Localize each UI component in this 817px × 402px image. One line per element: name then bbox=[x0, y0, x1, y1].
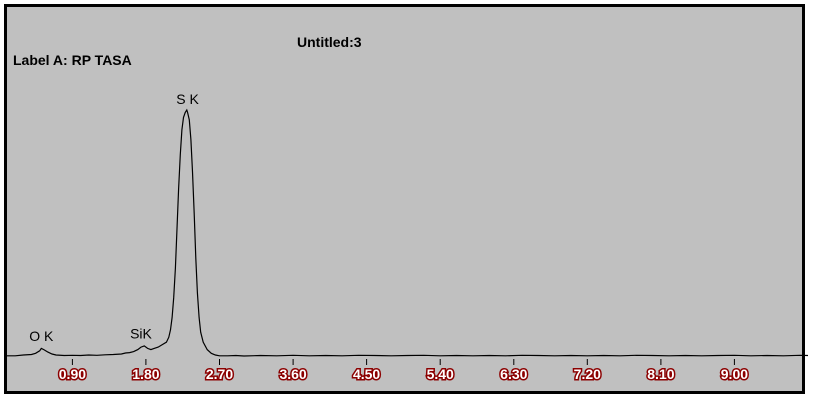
peak-label: SiK bbox=[130, 326, 152, 342]
x-tick-label: 7.20 bbox=[574, 366, 601, 382]
x-tick-label: 3.60 bbox=[279, 366, 306, 382]
x-tick-label: 1.80 bbox=[132, 366, 159, 382]
peak-label: O K bbox=[29, 328, 54, 344]
chart-title: Untitled:3 bbox=[297, 34, 362, 50]
x-tick-label: 5.40 bbox=[427, 366, 454, 382]
x-tick-label: 2.70 bbox=[206, 366, 233, 382]
peak-label: S K bbox=[176, 91, 199, 107]
spectrum-line bbox=[7, 108, 808, 357]
x-tick-label: 4.50 bbox=[353, 366, 380, 382]
spectrum-chart: Untitled:3 Label A: RP TASA 0.90 1.80 2.70… bbox=[7, 34, 808, 384]
x-tick-label: 0.90 bbox=[59, 366, 86, 382]
x-tick-label: 8.10 bbox=[647, 366, 674, 382]
chart-frame: Untitled:3 Label A: RP TASA 0.90 1.80 2.70… bbox=[4, 4, 808, 394]
label-a: Label A: RP TASA bbox=[13, 52, 132, 68]
x-tick-label: 6.30 bbox=[500, 366, 527, 382]
x-tick-label: 9.00 bbox=[721, 366, 748, 382]
